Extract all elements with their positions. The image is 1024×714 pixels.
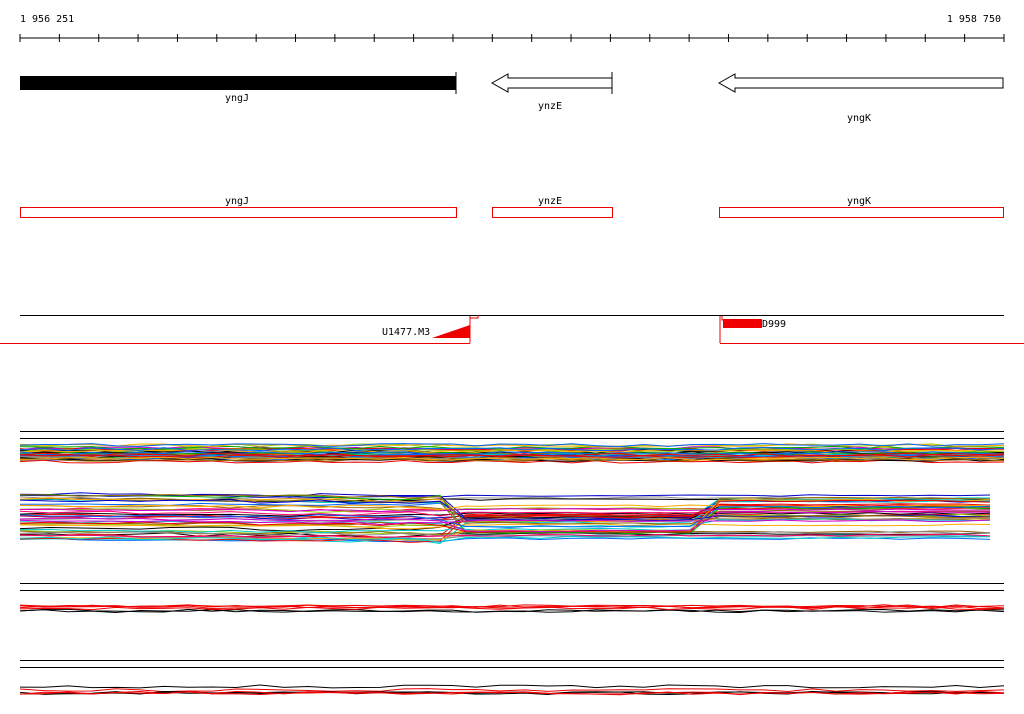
profile-line — [19, 445, 1005, 450]
profile-line — [19, 519, 991, 525]
profile-line — [19, 509, 991, 527]
profile-line — [19, 499, 991, 533]
ruler-ticks — [19, 34, 1005, 42]
profile-line — [19, 508, 991, 512]
profile-line — [19, 507, 991, 543]
profile-line — [19, 447, 1005, 452]
gene-label: ynzE — [538, 101, 562, 112]
profile-line — [19, 609, 1005, 614]
annotation-box — [492, 207, 613, 218]
ruler-end: 1 958 750 — [947, 14, 1001, 25]
profile-line — [19, 505, 991, 528]
profile-line — [19, 457, 1005, 462]
annotation-label: yngJ — [225, 196, 249, 207]
feature-label: U1477.M3 — [382, 327, 430, 338]
profile-line — [19, 456, 1005, 461]
profile-line — [19, 691, 1005, 696]
profile-line — [19, 684, 1005, 689]
profile-line — [19, 532, 991, 539]
gene-label: yngJ — [225, 93, 249, 104]
profile-line — [19, 536, 991, 543]
annotation-box — [719, 207, 1004, 218]
profile-line — [19, 451, 1005, 455]
gene-arrow — [717, 73, 1004, 93]
feature-label: D999 — [762, 319, 786, 330]
annotation-label: ynzE — [538, 196, 562, 207]
profile-line — [19, 533, 991, 539]
profile-line — [19, 510, 991, 533]
profile-line — [19, 690, 1005, 695]
expression-profiles — [19, 431, 1005, 696]
profile-line — [19, 504, 991, 511]
profile-line — [19, 454, 1005, 458]
profile-line — [19, 688, 1005, 693]
profile-line — [19, 494, 991, 535]
profile-line — [19, 523, 991, 530]
profile-line — [19, 512, 991, 517]
feature-mark — [723, 319, 762, 328]
profile-line — [19, 443, 1005, 448]
ruler-start: 1 956 251 — [20, 14, 74, 25]
gene-block — [20, 76, 456, 90]
annotation-label: yngK — [847, 196, 871, 207]
profile-line — [19, 606, 1005, 611]
profile-line — [19, 604, 1005, 608]
annotation-box — [20, 207, 457, 218]
feature-mark — [432, 325, 470, 338]
profile-line — [19, 459, 1005, 464]
profile-line — [19, 494, 991, 525]
gene-label: yngK — [847, 113, 871, 124]
